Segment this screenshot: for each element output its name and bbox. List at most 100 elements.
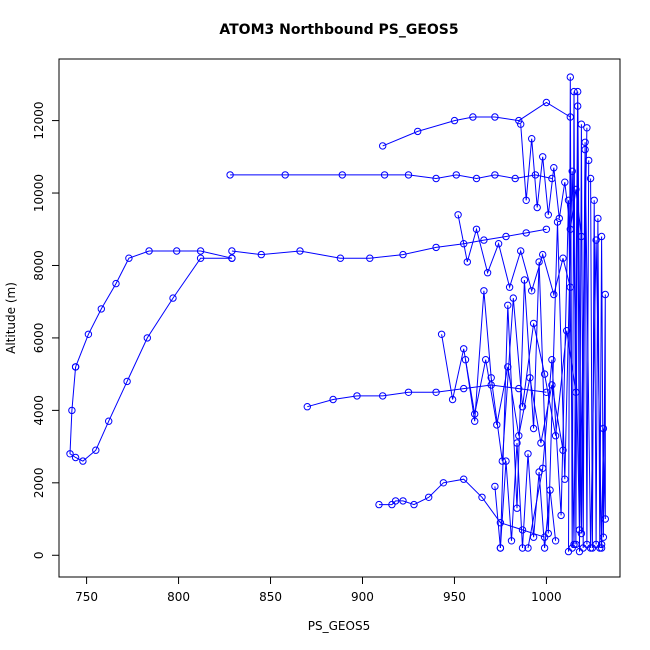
chart-title: ATOM3 Northbound PS_GEOS5	[219, 22, 458, 38]
data-point	[487, 374, 495, 382]
data-point	[522, 196, 530, 205]
data-point	[526, 374, 534, 382]
data-point	[410, 500, 418, 509]
data-point	[561, 178, 569, 186]
data-point	[529, 533, 538, 541]
data-point	[404, 388, 413, 396]
data-point	[169, 294, 177, 302]
data-point	[404, 171, 413, 179]
data-point	[540, 533, 549, 541]
data-point	[528, 287, 536, 295]
data-point	[577, 120, 586, 128]
data-point	[388, 500, 396, 509]
data-point	[143, 334, 152, 342]
series-line	[69, 257, 232, 462]
data-point	[507, 537, 516, 545]
data-point	[529, 424, 538, 433]
data-point	[380, 171, 389, 179]
data-point	[559, 254, 567, 262]
data-point	[471, 417, 479, 425]
data-point	[518, 544, 527, 552]
data-point	[570, 540, 578, 549]
data-point	[566, 283, 574, 291]
data-point	[594, 214, 602, 223]
data-point	[463, 258, 471, 266]
data-point	[574, 102, 582, 110]
data-point	[228, 254, 236, 262]
data-point	[599, 424, 608, 433]
data-point	[511, 174, 519, 183]
data-point	[524, 450, 532, 458]
data-point	[68, 406, 76, 415]
data-point	[493, 421, 501, 429]
data-point	[515, 384, 523, 393]
series-line	[520, 124, 582, 237]
data-point	[531, 171, 540, 179]
data-point	[414, 127, 422, 136]
series-line	[382, 101, 571, 147]
data-point	[572, 540, 580, 549]
data-point	[583, 124, 591, 132]
data-point	[496, 519, 505, 527]
data-point	[329, 395, 337, 404]
data-point	[568, 167, 576, 176]
data-point	[504, 363, 512, 371]
data-point	[123, 377, 131, 386]
data-point	[550, 290, 558, 299]
y-tick-label: 2000	[32, 468, 46, 499]
data-point	[518, 526, 527, 534]
data-point	[597, 544, 606, 552]
data-point	[432, 388, 440, 396]
data-point	[559, 446, 567, 454]
data-point	[228, 247, 236, 255]
y-tick-label: 6000	[32, 323, 46, 354]
x-tick-label: 900	[351, 590, 374, 604]
data-point	[379, 142, 387, 150]
data-point	[597, 232, 606, 241]
x-axis-label: PS_GEOS5	[308, 619, 370, 633]
x-tick-label: 750	[75, 590, 98, 604]
data-point	[546, 486, 554, 494]
data-point	[540, 370, 549, 378]
series-level-8400	[228, 225, 551, 262]
data-point	[483, 269, 492, 277]
data-point	[542, 225, 551, 234]
data-point	[469, 113, 477, 121]
data-point	[599, 533, 608, 541]
data-point	[544, 211, 552, 219]
series-line	[568, 77, 590, 552]
data-point	[590, 196, 598, 205]
data-point	[548, 381, 556, 389]
data-point	[257, 250, 265, 259]
data-point	[491, 113, 499, 121]
data-point	[491, 482, 499, 491]
x-axis: 750 800 850 900 950 1000	[75, 576, 562, 604]
series-line	[75, 250, 233, 368]
x-tick-label: 800	[167, 590, 190, 604]
series-line	[379, 478, 545, 538]
x-tick-label: 1000	[531, 590, 562, 604]
series-cluster-d	[564, 73, 593, 556]
data-point	[66, 450, 74, 458]
data-point	[542, 98, 551, 107]
data-point	[125, 254, 133, 262]
data-point	[529, 319, 538, 328]
data-point	[92, 446, 100, 454]
data-point	[502, 457, 510, 465]
y-axis-label: Altitude (m)	[4, 282, 18, 354]
data-point	[432, 243, 440, 252]
data-point	[338, 171, 346, 179]
data-point	[496, 544, 505, 552]
series-profile-upper	[71, 247, 236, 371]
data-point	[561, 475, 569, 483]
data-point	[425, 493, 433, 501]
data-point	[379, 392, 387, 400]
data-point	[557, 511, 565, 520]
data-point	[84, 330, 93, 338]
data-point	[586, 174, 595, 183]
data-point	[539, 153, 547, 161]
data-point	[478, 493, 486, 501]
y-tick-label: 10000	[32, 174, 46, 212]
data-point	[296, 247, 304, 255]
data-point	[577, 529, 586, 538]
